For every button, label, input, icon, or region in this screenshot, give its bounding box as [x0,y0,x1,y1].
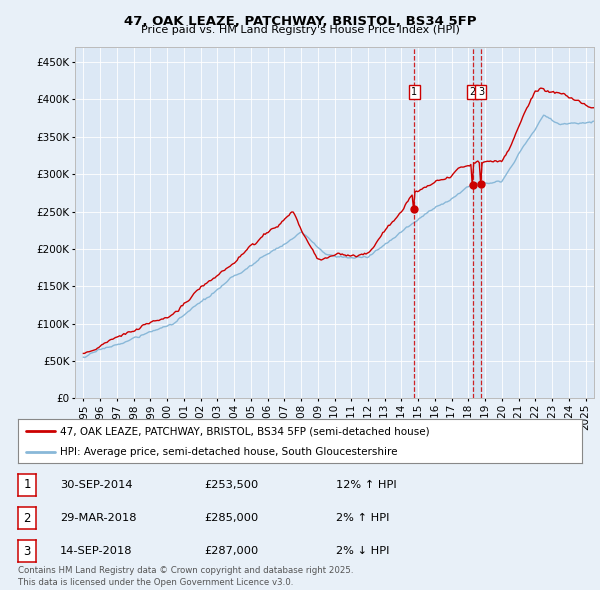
Text: 2% ↑ HPI: 2% ↑ HPI [336,513,389,523]
Text: £287,000: £287,000 [204,546,258,556]
Text: 1: 1 [411,87,417,97]
Text: Contains HM Land Registry data © Crown copyright and database right 2025.
This d: Contains HM Land Registry data © Crown c… [18,566,353,587]
Text: HPI: Average price, semi-detached house, South Gloucestershire: HPI: Average price, semi-detached house,… [60,447,398,457]
Text: 1: 1 [23,478,31,491]
Text: 47, OAK LEAZE, PATCHWAY, BRISTOL, BS34 5FP (semi-detached house): 47, OAK LEAZE, PATCHWAY, BRISTOL, BS34 5… [60,427,430,436]
Text: £285,000: £285,000 [204,513,258,523]
Text: Price paid vs. HM Land Registry's House Price Index (HPI): Price paid vs. HM Land Registry's House … [140,25,460,35]
Text: 3: 3 [478,87,484,97]
Text: 29-MAR-2018: 29-MAR-2018 [60,513,137,523]
Text: 3: 3 [23,545,31,558]
Text: 2% ↓ HPI: 2% ↓ HPI [336,546,389,556]
Text: £253,500: £253,500 [204,480,258,490]
Text: 2: 2 [23,512,31,525]
Text: 30-SEP-2014: 30-SEP-2014 [60,480,133,490]
Text: 2: 2 [469,87,476,97]
Text: 47, OAK LEAZE, PATCHWAY, BRISTOL, BS34 5FP: 47, OAK LEAZE, PATCHWAY, BRISTOL, BS34 5… [124,15,476,28]
Bar [473,47,481,398]
Text: 12% ↑ HPI: 12% ↑ HPI [336,480,397,490]
Text: 14-SEP-2018: 14-SEP-2018 [60,546,133,556]
